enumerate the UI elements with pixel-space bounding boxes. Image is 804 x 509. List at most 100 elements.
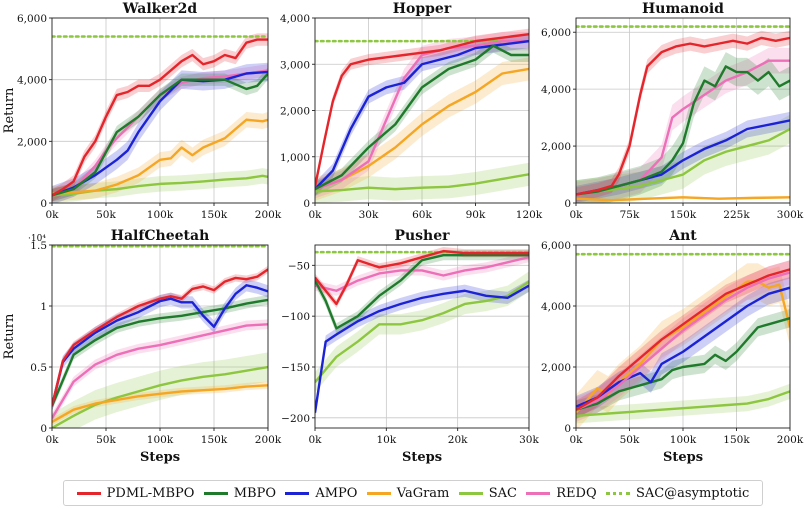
y-tick-label: 0: [564, 198, 571, 210]
x-axis-label: Steps: [402, 450, 442, 465]
band-redq: [52, 319, 268, 424]
x-tick-label: 100k: [147, 209, 174, 221]
chart-title: Humanoid: [642, 1, 724, 17]
panel-humanoid: 0k 75k 150k 225k 300k 0 2,000 4,000 6,000 Humanoi…: [541, 1, 804, 221]
axes-frame: [314, 244, 530, 429]
band-sac: [576, 114, 790, 203]
y-tick-label: 0: [303, 198, 310, 210]
x-axis-label: Steps: [663, 450, 703, 465]
chart-title: Ant: [668, 228, 697, 244]
panel-halfcheetah: 0k 50k 100k 150k 200k 0 0.5 1 1.5 HalfCheetah Step…: [2, 228, 282, 465]
band-sac: [576, 383, 790, 424]
x-tick-label: 200k: [255, 209, 282, 221]
x-tick-label: 300k: [777, 209, 804, 221]
legend-item-redq: REDQ: [526, 485, 597, 501]
legend-swatch: [366, 491, 391, 495]
plot-area: [576, 25, 790, 203]
x-tick-label: 200k: [777, 434, 804, 446]
series-sac: [52, 365, 268, 428]
band-ampo: [576, 277, 790, 418]
series-redq: [52, 323, 268, 419]
series-vagram: [52, 384, 268, 423]
legend-label: REDQ: [556, 485, 597, 501]
series-sac: [315, 173, 529, 193]
x-tick-label: 120k: [516, 209, 543, 221]
series-pdml-mbpo: [576, 36, 790, 196]
plot-area: [52, 33, 268, 203]
legend-item-sac: SAC: [458, 486, 517, 501]
legend-label: VaGram: [396, 485, 450, 501]
chart-title: HalfCheetah: [111, 228, 210, 244]
y-tick-label: 2,000: [541, 362, 571, 374]
y-tick-label: 0: [40, 423, 47, 435]
y-tick-label: 6,000: [17, 13, 47, 25]
band-vagram: [52, 112, 268, 202]
series-pdml-mbpo: [315, 32, 529, 188]
y-tick-label: 1,000: [280, 152, 310, 164]
y-tick-label: −200: [281, 413, 310, 425]
series-vagram: [315, 67, 529, 191]
plot-area: [315, 28, 529, 203]
panel-ant: 0k 50k 100k 150k 200k 0 2,000 4,000 6,000 Ant Step…: [541, 228, 804, 465]
y-tick-label: 2,000: [280, 106, 310, 118]
x-tick-label: 0k: [308, 209, 322, 221]
plot-area: [576, 252, 790, 428]
chart-title: Walker2d: [122, 1, 198, 17]
series-mbpo: [576, 65, 790, 196]
y-tick-label: 4,000: [541, 301, 571, 313]
series-mbpo: [315, 44, 529, 191]
series-redq: [576, 271, 790, 411]
band-mbpo: [576, 52, 790, 203]
y-tick-label: 4,000: [541, 84, 571, 96]
series-mbpo: [52, 298, 268, 407]
series-pdml-mbpo: [315, 249, 529, 306]
y-tick-label: 1: [40, 301, 47, 313]
band-redq: [315, 252, 529, 296]
legend-item-sac-asymptotic: SAC@asymptotic: [605, 485, 750, 501]
y-tick-label: 6,000: [541, 27, 571, 39]
series-pdml-mbpo: [576, 268, 790, 411]
legend-item-vagram: VaGram: [366, 485, 450, 501]
x-axis-label: Steps: [140, 450, 180, 465]
y-tick-label: −100: [281, 311, 310, 323]
band-mbpo: [576, 309, 790, 419]
x-tick-label: 75k: [620, 209, 640, 221]
series-sac: [576, 127, 790, 196]
y-tick-label: 0: [564, 423, 571, 435]
series-vagram: [52, 118, 268, 195]
series-pdml-mbpo: [52, 38, 268, 197]
y-scale-label: ·10⁴: [28, 234, 46, 244]
y-tick-label: −150: [281, 362, 310, 374]
series-mbpo: [315, 253, 529, 330]
x-tick-label: 0k: [569, 209, 583, 221]
chart-title: Hopper: [393, 1, 452, 17]
x-tick-label: 20k: [448, 434, 468, 446]
legend-item-mbpo: MBPO: [203, 486, 276, 501]
x-tick-label: 0k: [308, 434, 322, 446]
y-tick-label: 2,000: [17, 136, 47, 148]
plot-area: [52, 245, 268, 428]
series-mbpo: [576, 317, 790, 411]
band-ampo: [52, 279, 268, 413]
legend-swatch: [458, 491, 483, 495]
x-tick-label: 150k: [201, 434, 228, 446]
legend-swatch: [526, 491, 551, 495]
series-pdml-mbpo: [52, 268, 268, 407]
band-sac: [52, 352, 268, 428]
legend-label: SAC@asymptotic: [635, 485, 750, 501]
x-tick-label: 225k: [723, 209, 750, 221]
panel-walker2d: 0k 50k 100k 150k 200k 0 2,000 4,000 6,000 Walker2…: [2, 1, 282, 221]
band-mbpo: [315, 38, 529, 197]
series-sac: [315, 280, 529, 384]
y-axis-label: Return: [2, 87, 17, 133]
series-ampo: [576, 286, 790, 408]
legend-label: AMPO: [315, 485, 358, 501]
band-pdml-mbpo: [315, 247, 529, 309]
plot-area: [315, 247, 529, 419]
x-tick-label: 150k: [201, 209, 228, 221]
y-tick-label: 4,000: [17, 75, 47, 87]
x-tick-label: 50k: [96, 434, 116, 446]
legend: PDML-MBPO MBPO AMPO VaGram SAC REDQ SAC@asympt…: [63, 480, 763, 506]
legend-swatch: [285, 491, 310, 495]
